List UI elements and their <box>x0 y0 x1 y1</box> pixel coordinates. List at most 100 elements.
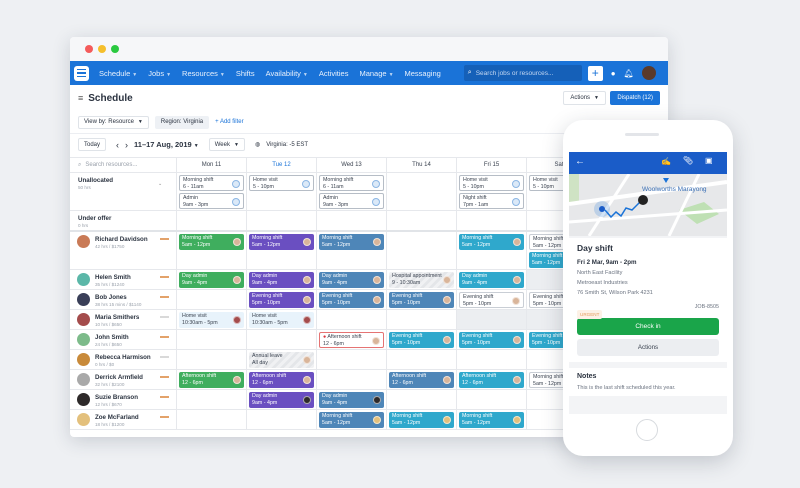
nav-shifts[interactable]: Shifts <box>235 68 255 78</box>
job-address: 76 Smith St, Wilson Park 4231 <box>577 290 653 296</box>
dispatch-button[interactable]: Dispatch (12) <box>610 91 660 105</box>
maximize-window-button[interactable] <box>111 45 119 53</box>
user-avatar[interactable] <box>641 66 656 80</box>
nav-availability[interactable]: Availability ▼ <box>265 68 308 78</box>
shift-card[interactable]: Day admin 9am - 4pm <box>459 272 524 288</box>
shift-card[interactable]: Home visit 10:30am - 5pm <box>249 312 314 328</box>
shift-card[interactable]: Morning shift 5am - 12pm <box>389 412 454 428</box>
map-graphic <box>569 174 727 236</box>
shift-card[interactable]: Home visit 10:30am - 5pm <box>179 312 244 328</box>
resource-john-smith[interactable]: John Smith 24 hrs / $650 <box>70 330 177 349</box>
nav-resources[interactable]: Resources ▼ <box>182 68 225 78</box>
resource-richard-davidson[interactable]: Richard Davidson 42 hrs / $1750 <box>70 232 177 269</box>
view-by-select[interactable]: View by: Resource ▼ <box>78 115 149 129</box>
app-logo-icon[interactable] <box>74 65 89 81</box>
nav-manage[interactable]: Manage ▼ <box>359 68 394 78</box>
filter-bar: View by: Resource ▼ Region: Virginia + Ad… <box>70 111 668 133</box>
bell-icon[interactable]: 🔔︎ <box>623 68 634 78</box>
avatar <box>303 396 311 404</box>
leave-card[interactable]: Annual leave All day <box>249 352 314 368</box>
resource-zoe-mcfarland[interactable]: Zoe McFarland 18 hrs / $1200 <box>70 410 177 429</box>
shift-card[interactable]: Evening shift 5pm - 10pm <box>319 292 384 308</box>
chat-icon[interactable]: ● <box>610 68 616 78</box>
shift-card[interactable]: Evening shift 5pm - 10pm <box>389 332 454 348</box>
shift-card[interactable]: Morning shift 5am - 12pm <box>319 412 384 428</box>
date-range-picker[interactable]: 11–17 Aug, 2019 ▼ <box>134 140 199 149</box>
add-note-icon[interactable]: ▣ <box>705 156 713 165</box>
shift-card[interactable]: Morning shift 5am - 12pm <box>319 234 384 250</box>
resource-maria-smithers[interactable]: Maria Smithers 10 hrs / $650 <box>70 310 177 329</box>
minimize-window-button[interactable] <box>98 45 106 53</box>
shift-card[interactable]: Afternoon shift 12 - 6pm <box>179 372 244 388</box>
resource-helen-smith[interactable]: Helen Smith 35 hrs / $1240 <box>70 270 177 289</box>
utilisation-bar <box>160 296 169 298</box>
resource-suzie-branson[interactable]: Suzie Branson 12 hrs / $670 <box>70 390 177 409</box>
resource-derrick-armfield[interactable]: Derrick Armfield 32 hrs / $2100 <box>70 370 177 389</box>
timezone-label[interactable]: Virginia: -5 EST <box>266 141 309 148</box>
resource-row: Zoe McFarland 18 hrs / $1200 Morning shif… <box>70 410 668 430</box>
route-map[interactable]: Woolworths Marayong <box>569 174 727 236</box>
shift-card[interactable]: Afternoon shift 12 - 6pm <box>249 372 314 388</box>
job-details-card: Day shift Fri 2 Mar, 9am - 2pm North Eas… <box>569 238 727 362</box>
shift-card[interactable]: Admin 9am - 3pm <box>179 193 244 209</box>
signature-icon[interactable]: ✍ <box>661 157 671 166</box>
shift-card[interactable]: Morning shift 6 - 11am <box>319 175 384 191</box>
shift-card[interactable]: Night shift 7pm - 1am <box>459 193 524 209</box>
utilisation-bar <box>160 336 169 338</box>
urgent-badge: URGENT <box>577 310 603 319</box>
shift-card[interactable]: Afternoon shift 12 - 6pm <box>459 372 524 388</box>
menu-icon[interactable]: ≡ <box>78 93 84 103</box>
shift-card[interactable]: Home visit 5 - 10pm <box>459 175 524 191</box>
grid-header: ⌕ Search resources... Mon 11 Tue 12 Wed 1… <box>70 157 668 173</box>
actions-button[interactable]: Actions ▼ <box>563 91 606 105</box>
shift-card[interactable]: Morning shift 5am - 12pm <box>459 412 524 428</box>
shift-card[interactable]: Admin 9am - 3pm <box>319 193 384 209</box>
shift-card[interactable]: Day admin 9am - 4pm <box>249 272 314 288</box>
page-header: ≡ Schedule Actions ▼ Dispatch (12) <box>70 85 668 111</box>
shift-card[interactable]: Day admin 9am - 4pm <box>249 392 314 408</box>
avatar <box>77 373 90 386</box>
resource-search-input[interactable]: ⌕ Search resources... <box>70 158 177 172</box>
global-search-input[interactable]: ⌕ Search jobs or resources... <box>463 65 582 81</box>
nav-jobs[interactable]: Jobs ▼ <box>148 68 172 78</box>
prev-week-button[interactable]: ‹ <box>116 139 120 150</box>
shift-card[interactable]: Day admin 9am - 4pm <box>319 392 384 408</box>
avatar <box>373 276 381 284</box>
nav-messaging[interactable]: Messaging <box>404 68 441 78</box>
add-button[interactable]: + <box>587 65 603 81</box>
avatar <box>303 238 311 246</box>
unallocated-group[interactable]: Unallocated 50 hrs ⌄ <box>70 173 177 210</box>
shift-card[interactable]: Evening shift 5pm - 10pm <box>389 292 454 308</box>
notes-text: This is the last shift scheduled this ye… <box>577 385 676 391</box>
nav-activities[interactable]: Activities <box>318 68 349 78</box>
shift-card[interactable]: Afternoon shift 12 - 6pm <box>389 372 454 388</box>
shift-card-conflict[interactable]: ● Afternoon shift 12 - 6pm <box>319 332 384 348</box>
add-filter-link[interactable]: + Add filter <box>215 119 244 125</box>
next-week-button[interactable]: › <box>125 139 129 150</box>
shift-card[interactable]: Home visit 5 - 10pm <box>249 175 314 191</box>
shift-card[interactable]: Morning shift 5am - 12pm <box>249 234 314 250</box>
shift-card[interactable]: Evening shift 5pm - 10pm <box>249 292 314 308</box>
home-button[interactable] <box>636 419 658 441</box>
resource-bob-jones[interactable]: Bob Jones 38 hrs 15 mins / $1140 <box>70 290 177 309</box>
resource-rebecca-harmison[interactable]: Rebecca Harmison 0 hrs / $0 <box>70 350 177 369</box>
region-filter-chip[interactable]: Region: Virginia <box>154 115 210 129</box>
shift-card[interactable]: Hospital appointment 9 - 10:30am <box>389 272 454 288</box>
today-button[interactable]: Today <box>78 138 107 151</box>
nav-schedule[interactable]: Schedule ▼ <box>99 68 138 78</box>
shift-card[interactable]: Morning shift 5am - 12pm <box>179 234 244 250</box>
shift-card[interactable]: Day admin 9am - 4pm <box>319 272 384 288</box>
back-arrow-icon[interactable]: ← <box>575 156 585 167</box>
shift-card[interactable]: Morning shift 6 - 11am <box>179 175 244 191</box>
shift-card[interactable]: Evening shift 5pm - 10pm <box>459 292 524 308</box>
check-in-button[interactable]: Check in <box>577 318 719 335</box>
shift-card[interactable]: Day admin 9am - 4pm <box>179 272 244 288</box>
attachment-icon[interactable]: 📎︎ <box>683 156 694 165</box>
shift-card[interactable]: Morning shift 5am - 12pm <box>459 234 524 250</box>
mobile-actions-button[interactable]: Actions <box>577 339 719 356</box>
view-mode-select[interactable]: Week ▼ <box>208 138 245 151</box>
under-offer-group[interactable]: Under offer 0 hrs <box>70 211 177 230</box>
close-window-button[interactable] <box>85 45 93 53</box>
shift-card[interactable]: Evening shift 5pm - 10pm <box>459 332 524 348</box>
utilisation-bar <box>160 316 169 318</box>
